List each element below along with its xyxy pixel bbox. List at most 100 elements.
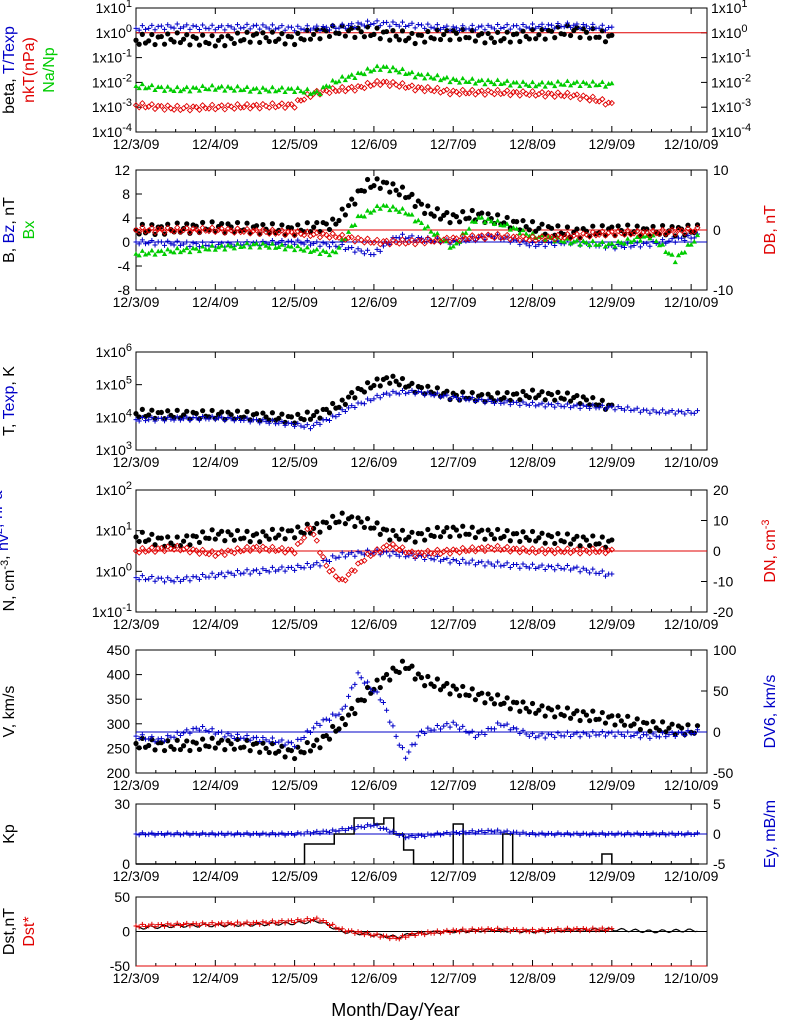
panel-0-blue-point: [320, 24, 326, 30]
panel-3-blue-point: [561, 566, 567, 572]
panel-1-green-point: [517, 230, 523, 236]
panel-1-green-point: [675, 252, 682, 258]
panel-5-ey-point: [368, 823, 374, 829]
panel-2-blue-point: [539, 400, 545, 406]
panel-1-red-point: [158, 225, 165, 233]
panel-0-red-point: [272, 104, 279, 111]
panel-0-blue-point: [231, 26, 237, 32]
panel-0-green-point: [304, 86, 310, 92]
panel-0-green-point: [345, 74, 352, 79]
panel-1-black-point: [393, 187, 399, 193]
panel-1-green-point: [422, 225, 428, 231]
panel-4-black-point: [422, 683, 428, 689]
panel-1-red-point: [132, 226, 140, 234]
panel-4-blue-point: [539, 731, 545, 737]
panel-1-green-point: [466, 226, 472, 231]
panel-1-red-point: [586, 233, 593, 240]
panel-3-blue-point: [491, 563, 497, 569]
panel-1-red-point: [519, 233, 527, 240]
panel-4-black-point: [552, 714, 558, 720]
panel-4-black-point: [263, 745, 269, 751]
panel-4-blue-point: [660, 730, 666, 736]
panel-1-green-point: [374, 203, 380, 209]
panel-4-y-tick-label: 300: [107, 716, 131, 732]
panel-1-blue-point: [152, 242, 158, 248]
panel-4-blue-point: [323, 716, 329, 722]
panel-5-ey-point: [162, 832, 168, 838]
panel-5-ey-point: [571, 831, 577, 837]
panel-1-blue-point: [301, 241, 307, 247]
panel-1-green-point: [209, 243, 215, 248]
panel-2-blue-point: [384, 390, 390, 396]
panel-3-black-point: [257, 539, 263, 545]
panel-0-red-point: [167, 105, 175, 112]
panel-6-dst-star-point: [561, 927, 567, 933]
panel-6-dst-star-point: [530, 926, 536, 932]
panel-0-blue-point: [520, 22, 526, 28]
panel-2-blue-point: [225, 414, 231, 420]
panel-1-red-point: [167, 227, 175, 234]
panel-5-ey-point: [374, 822, 380, 828]
panel-4-x-tick-label: 12/6/09: [351, 777, 398, 793]
panel-1-red-point: [576, 234, 584, 241]
panel-1-black-point: [219, 221, 225, 227]
panel-2-blue-point: [133, 417, 139, 423]
panel-0-green-point: [266, 88, 272, 94]
panel-1-red-point: [684, 225, 692, 232]
panel-3-blue-point: [431, 557, 437, 563]
panel-1-red-point: [136, 228, 143, 235]
panel-2-blue-point: [330, 413, 336, 419]
panel-0-green-point: [311, 90, 317, 95]
panel-0-black-point: [282, 41, 288, 47]
panel-0-x-tick-label: 12/8/09: [509, 136, 556, 152]
panel-3-blue-point: [498, 563, 504, 569]
panel-3-black-point: [482, 536, 488, 542]
panel-5-y2-tick-label: -5: [713, 856, 726, 872]
panel-0-green-point: [196, 88, 203, 93]
panel-0-red-point: [174, 102, 181, 109]
panel-0-red-point: [453, 88, 460, 95]
panel-0-green-point: [406, 70, 412, 76]
panel-1-green-point: [393, 207, 399, 212]
panel-0-red-point: [158, 102, 165, 110]
panel-3-blue-point: [568, 567, 574, 573]
panel-1-blue-point: [631, 243, 637, 249]
panel-0-black-point: [466, 35, 472, 41]
panel-1-green-point: [190, 245, 196, 251]
panel-6-dst-star-point: [200, 920, 206, 926]
panel-3-black-point: [384, 527, 390, 533]
panel-0-red-point: [205, 105, 213, 112]
panel-2-black-point: [174, 407, 180, 413]
panel-1-black-point: [149, 222, 155, 228]
panel-0-green-point: [479, 77, 485, 83]
panel-3-blue-point: [504, 560, 510, 566]
panel-1-red-point: [602, 232, 609, 239]
panel-0-black-point: [479, 31, 485, 37]
panel-6-dst-star-point: [438, 930, 444, 936]
panel-5-ey-point: [520, 829, 526, 835]
panel-2-blue-point: [564, 401, 570, 407]
panel-1-red-point: [542, 237, 549, 244]
panel-0-blue-point: [447, 28, 453, 34]
panel-0-red-point: [472, 91, 479, 98]
panel-3-red-point: [408, 548, 416, 555]
panel-1-blue-point: [136, 241, 142, 247]
panel-0-green-point: [590, 78, 596, 84]
panel-2-x-tick-label: 12/4/09: [192, 454, 239, 470]
panel-1-black-point: [222, 230, 228, 236]
panel-3-red-point: [608, 546, 615, 553]
panel-6-ylabel2: Dst*: [21, 916, 38, 946]
panel-1-red-point: [446, 238, 454, 245]
panel-1-y-tick-label: -8: [118, 282, 131, 298]
panel-3-red-point: [136, 549, 143, 556]
panel-1-black-point: [577, 235, 583, 241]
panel-4-black-point: [311, 742, 317, 749]
panel-6-dst-star-point: [536, 928, 542, 934]
panel-4-black-point: [288, 747, 295, 754]
panel-2-black-point: [219, 409, 225, 415]
panel-3-blue-point: [292, 567, 298, 573]
panel-1-blue-point: [282, 242, 288, 248]
panel-1-black-point: [599, 223, 605, 229]
panel-0-black-point: [311, 31, 317, 38]
panel-0-y-tick-label: 1x10-2: [92, 72, 132, 90]
